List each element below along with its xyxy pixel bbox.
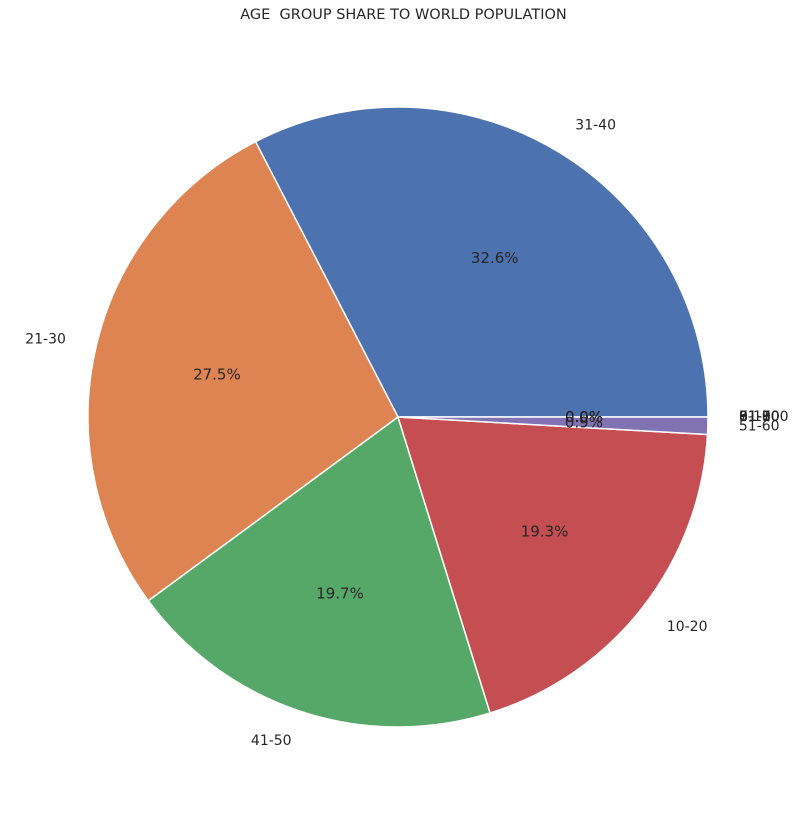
- slice-label-91-100: 91-100: [739, 409, 789, 425]
- slice-percent-31-40: 32.6%: [471, 249, 519, 267]
- slice-label-81-90: 81-90: [739, 409, 780, 425]
- slice-percent-91-100: 0.0%: [565, 408, 603, 426]
- slice-percent-81-90: 0.0%: [565, 408, 603, 426]
- pie-slice-10-20: [397, 416, 709, 714]
- pie-percent-labels: 32.6%27.5%19.7%19.3%0.9%0.0%0.0%0.0%0.0%…: [193, 249, 603, 603]
- slice-percent-51-60: 0.9%: [565, 413, 603, 431]
- slice-label-31-40: 31-40: [575, 118, 616, 134]
- slice-label-51-60: 51-60: [739, 419, 780, 435]
- slice-label-41-50: 41-50: [251, 733, 292, 749]
- slice-percent-0-10: 0.0%: [565, 408, 603, 426]
- slice-percent-61-70: 0.0%: [565, 408, 603, 426]
- slice-percent-21-30: 27.5%: [193, 366, 241, 384]
- slice-label-0-10: 0-10: [739, 409, 771, 425]
- pie-slice-31-40: [254, 106, 709, 418]
- pie-slice-21-30: [87, 140, 399, 602]
- slice-percent-10-20: 19.3%: [521, 523, 569, 541]
- slice-label-71-80: 71-80: [739, 409, 780, 425]
- chart-title: AGE GROUP SHARE TO WORLD POPULATION: [240, 7, 567, 23]
- slice-percent-41-50: 19.7%: [316, 585, 364, 603]
- pie-slice-41-50: [147, 416, 491, 728]
- slice-percent-71-80: 0.0%: [565, 408, 603, 426]
- pie-labels: 31-40 21-30 41-50 10-20 51-6061-7071-8081-90…: [25, 118, 788, 749]
- slice-label-10-20: 10-20: [667, 619, 708, 635]
- slice-label-21-30: 21-30: [25, 332, 66, 348]
- pie-slices: [87, 106, 709, 728]
- pie-slice-51-60: [397, 416, 709, 436]
- slice-label-61-70: 61-70: [739, 409, 780, 425]
